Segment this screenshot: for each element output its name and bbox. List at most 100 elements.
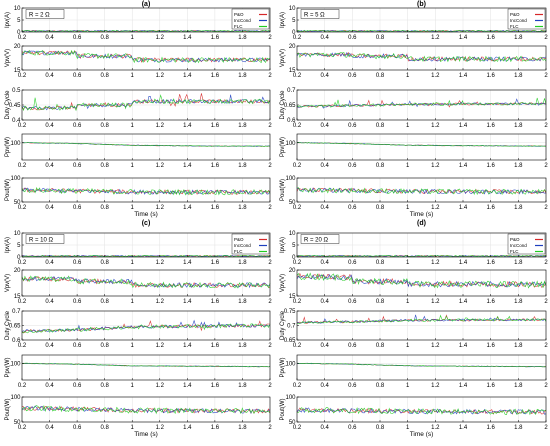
x-tick-label: 1.6	[486, 205, 495, 211]
annotation-label: R = 20 Ω	[304, 238, 329, 244]
y-tick-label: 0.7	[287, 88, 296, 94]
x-tick-label: 0.8	[100, 73, 109, 79]
x-tick-label: 1.8	[238, 205, 247, 211]
legend-entry-label: IncCond	[234, 243, 251, 248]
x-tick-label: 1.6	[211, 163, 220, 169]
x-tick-label: 1.2	[431, 260, 440, 266]
x-tick-label: 1.2	[431, 73, 440, 79]
x-tick-label: 0.2	[18, 123, 27, 129]
legend-entry-label: FLC	[234, 249, 243, 254]
legend-entry-label: FLC	[510, 24, 519, 29]
y-axis-label: Ppv(W)	[5, 358, 11, 378]
y-tick-label: 100	[285, 141, 296, 147]
panel-label: (a)	[142, 1, 151, 8]
x-tick-label: 1.4	[459, 73, 468, 79]
x-tick-label: 0.4	[45, 425, 54, 431]
series-line-flc	[21, 142, 271, 147]
x-axis-label: Time (s)	[410, 431, 434, 438]
y-tick-label: 20	[289, 268, 296, 274]
series-line-inccond	[21, 276, 271, 289]
x-tick-label: 1.2	[156, 73, 165, 79]
x-tick-label: 1	[406, 260, 410, 266]
y-axis-label: Vpv(V)	[280, 49, 286, 67]
y-tick-label: 0	[292, 30, 296, 36]
axes-box	[21, 396, 271, 423]
x-tick-label: 1	[406, 123, 410, 129]
x-tick-label: 0.8	[100, 425, 109, 431]
x-tick-label: 1.6	[211, 73, 220, 79]
series-line-flc	[21, 362, 271, 368]
y-axis-label: Duty Cycle	[5, 90, 11, 120]
x-tick-label: 1.6	[486, 425, 495, 431]
annotation-box	[25, 9, 65, 19]
x-tick-label: 0.4	[45, 73, 54, 79]
x-tick-label: 1.4	[459, 343, 468, 349]
legend-entry-label: FLC	[510, 249, 519, 254]
series-line-flc	[21, 254, 271, 258]
y-tick-label: 15	[14, 294, 21, 300]
x-tick-label: 0.6	[348, 299, 357, 305]
x-tick-label: 1.8	[238, 35, 247, 41]
series-line-flc	[296, 314, 547, 324]
x-tick-label: 0.2	[18, 205, 27, 211]
x-tick-label: 1.2	[431, 123, 440, 129]
x-tick-label: 0.2	[293, 205, 302, 211]
x-tick-label: 1	[406, 73, 410, 79]
x-tick-label: 0.4	[45, 205, 54, 211]
legend-entry-label: P&O	[510, 12, 520, 17]
x-tick-label: 0.6	[348, 73, 357, 79]
x-tick-label: 0.4	[320, 383, 329, 389]
series-line-flc	[21, 323, 271, 334]
legend-entry-label: P&O	[510, 237, 520, 242]
x-tick-label: 2	[544, 260, 548, 266]
panel-label: (d)	[417, 220, 426, 227]
x-tick-label: 0.6	[73, 35, 82, 41]
x-tick-label: 1.2	[156, 205, 165, 211]
axes-box	[296, 177, 547, 203]
x-tick-label: 0.2	[293, 299, 302, 305]
x-tick-label: 0.8	[376, 260, 385, 266]
x-tick-label: 1.4	[183, 260, 192, 266]
x-tick-label: 0.2	[18, 73, 27, 79]
x-tick-label: 1.4	[183, 123, 192, 129]
y-tick-label: 20	[289, 44, 296, 50]
x-tick-label: 1.2	[156, 123, 165, 129]
x-tick-label: 1.8	[514, 205, 523, 211]
series-line-flc	[21, 187, 271, 196]
x-tick-label: 1.8	[238, 123, 247, 129]
x-tick-label: 0.2	[293, 35, 302, 41]
chart-panel-c: (c) 0 5 10 0.2 0.4 0.6 0.8 1 1.2 1.4 1.6 1.8 2 Ipv(A) R…	[5, 220, 272, 438]
x-tick-label: 1.8	[514, 425, 523, 431]
x-tick-label: 2	[268, 260, 272, 266]
x-tick-label: 0.6	[348, 425, 357, 431]
x-tick-label: 2	[268, 35, 272, 41]
axes-box	[21, 269, 271, 297]
x-tick-label: 0.4	[320, 299, 329, 305]
y-tick-label: 10	[14, 6, 21, 12]
x-tick-label: 0.2	[293, 163, 302, 169]
y-axis-label: Pout(W)	[5, 398, 11, 420]
x-axis-label: Time (s)	[134, 211, 158, 218]
series-line-flc	[296, 254, 547, 258]
y-axis-label: Ppv(W)	[5, 137, 11, 157]
x-tick-label: 1	[406, 425, 410, 431]
y-tick-label: 0.7	[287, 324, 296, 330]
x-tick-label: 1.2	[431, 343, 440, 349]
x-tick-label: 1	[131, 205, 135, 211]
x-tick-label: 1.4	[183, 163, 192, 169]
y-tick-label: 50	[14, 200, 21, 206]
x-tick-label: 0.6	[73, 205, 82, 211]
axes-box	[296, 396, 547, 423]
series-line-flc	[21, 404, 271, 415]
y-tick-label: 0.65	[284, 103, 296, 109]
x-tick-label: 1.2	[431, 35, 440, 41]
subplot-vpv-v-: 15 20 0.2 0.4 0.6 0.8 1 1.2 1.4 1.6 1.8 2 Vpv(V)	[5, 268, 272, 305]
subplot-duty-cycle: 0.6 0.65 0.7 0.2 0.4 0.6 0.8 1 1.2 1.4 1.6 1.8 2 Duty…	[5, 309, 272, 349]
y-tick-label: 50	[14, 420, 21, 426]
axes-box	[21, 177, 271, 203]
axes-box	[296, 133, 547, 161]
series-line-inccond	[21, 50, 271, 63]
x-tick-label: 1.6	[486, 163, 495, 169]
x-tick-label: 1.8	[514, 123, 523, 129]
